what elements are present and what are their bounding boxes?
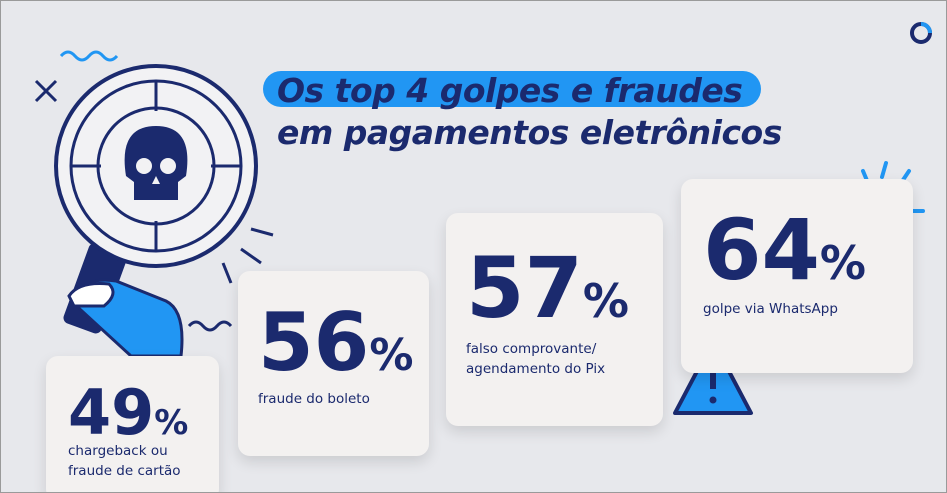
label-line: golpe via WhatsApp [703,301,838,317]
stat-number: 56 [258,296,370,389]
label-line: falso comprovante/ [466,341,597,357]
stat-label: fraude do boleto [258,389,370,409]
stat-value: 49% [68,376,188,449]
label-line: chargeback ou [68,443,168,459]
stat-unit: % [582,274,629,328]
stat-value: 56% [258,296,413,389]
stat-label: golpe via WhatsApp [703,299,838,319]
stat-value: 64% [703,201,866,299]
stat-unit: % [154,403,189,443]
stat-number: 49 [68,376,155,449]
stat-unit: % [819,236,866,290]
stat-label: falso comprovante/agendamento do Pix [466,339,605,379]
stat-unit: % [369,330,414,381]
stat-value: 57% [466,239,629,337]
title-line: em pagamentos eletrônicos [277,113,782,152]
title-line: Os top 4 golpes e fraudes [277,71,743,110]
stat-card: 56% fraude do boleto [238,271,429,456]
label-line: fraude do boleto [258,391,370,407]
label-line: agendamento do Pix [466,361,606,377]
stat-label: chargeback ou fraude de cartão [68,441,181,481]
stat-card: 64% golpe via WhatsApp [681,179,913,373]
stat-number: 57 [466,239,583,337]
label-line: fraude de cartão [68,463,181,479]
stat-card: 57% falso comprovante/agendamento do Pix [446,213,663,426]
stat-card: 49% chargeback ou fraude de cartão [46,356,219,492]
title-highlight [263,71,761,107]
stat-number: 64 [703,201,820,299]
